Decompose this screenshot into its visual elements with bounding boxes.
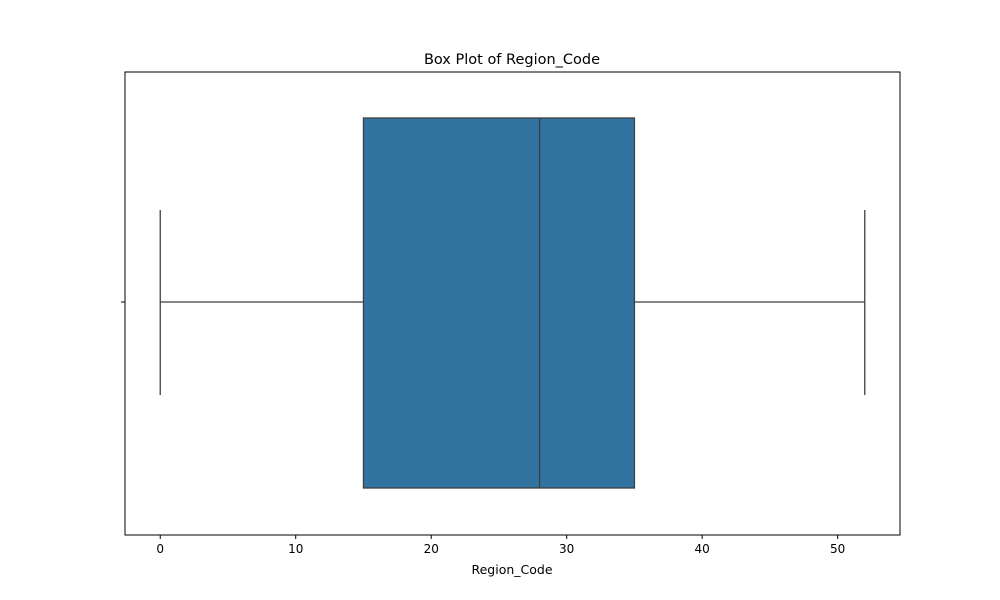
x-tick-label: 40 <box>695 542 710 556</box>
iqr-box <box>362 117 636 489</box>
x-tick-label: 10 <box>288 542 303 556</box>
x-tick-label: 30 <box>559 542 574 556</box>
x-tick-label: 0 <box>156 542 164 556</box>
axes-frame <box>124 71 901 536</box>
x-axis-label: Region_Code <box>471 562 552 577</box>
chart-title: Box Plot of Region_Code <box>424 52 600 68</box>
x-tick-label: 20 <box>424 542 439 556</box>
x-axis-ticks: 0 10 20 30 40 50 <box>156 535 845 556</box>
plot-area <box>159 117 866 489</box>
x-tick-label: 50 <box>830 542 845 556</box>
